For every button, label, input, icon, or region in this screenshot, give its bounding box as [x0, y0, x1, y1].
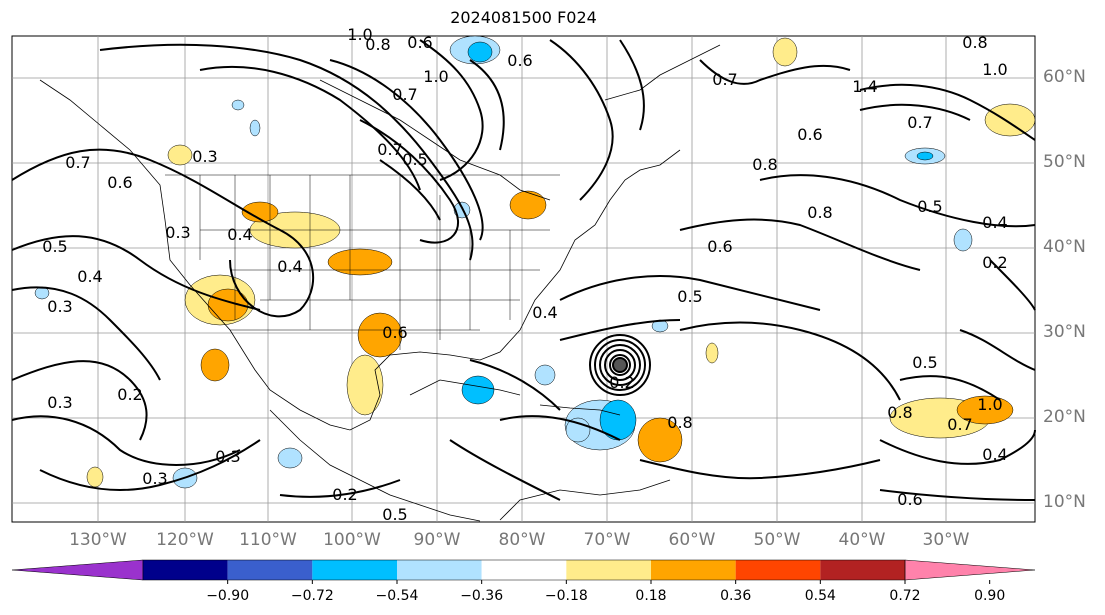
coastlines — [39, 44, 721, 522]
colorbar-tick-label: 0.90 — [974, 588, 1006, 604]
contour-label: 0.3 — [192, 147, 217, 166]
contour-label: 0.8 — [962, 33, 987, 52]
latitude-label: 30°N — [1043, 322, 1086, 342]
colorbar — [11, 559, 1036, 584]
contour-label: 0.2 — [609, 373, 634, 392]
longitude-label: 120°W — [156, 530, 214, 550]
longitude-label: 100°W — [323, 530, 381, 550]
contour-label: 1.0 — [347, 25, 372, 44]
contour-label: 0.3 — [215, 447, 240, 466]
colorbar-segment — [820, 560, 905, 580]
contour-label: 0.6 — [897, 490, 922, 509]
colorbar-tick-label: 0.36 — [720, 588, 752, 604]
contour-labels: 0.8 0.60.61.00.70.70.51.0 0.81.01.40.70.70… — [42, 25, 1007, 524]
contour-lines — [11, 39, 1036, 501]
colorbar-tick-label: 0.54 — [804, 588, 836, 604]
colorbar-tick-label: −0.18 — [544, 588, 588, 604]
contour-label: 0.8 — [365, 35, 390, 54]
longitude-label: 110°W — [239, 530, 297, 550]
longitude-label: 40°W — [838, 530, 886, 550]
longitude-label: 30°W — [922, 530, 970, 550]
colorbar-segment — [735, 560, 821, 580]
contour-label: 0.5 — [42, 237, 67, 256]
longitude-label: 130°W — [69, 530, 127, 550]
colorbar-segment — [397, 560, 482, 580]
colorbar-tick-label: −0.54 — [375, 588, 419, 604]
longitude-label: 50°W — [753, 530, 801, 550]
contour-label: 0.2 — [982, 253, 1007, 272]
cyclone-contours — [589, 334, 651, 396]
contour-label: 0.7 — [377, 140, 402, 159]
map-frame — [11, 35, 1036, 523]
contour-label: 0.4 — [982, 445, 1007, 464]
contour-label: 0.8 — [667, 413, 692, 432]
latitude-label: 20°N — [1043, 407, 1086, 427]
latitude-label: 40°N — [1043, 237, 1086, 257]
contour-label: 0.4 — [77, 267, 102, 286]
latitude-label: 10°N — [1043, 492, 1086, 512]
colorbar-outline — [142, 559, 906, 581]
contour-label: 1.4 — [852, 77, 877, 96]
contour-label: 0.6 — [407, 33, 432, 52]
contour-label: 1.0 — [423, 67, 448, 86]
colorbar-tick-label: 0.18 — [635, 588, 667, 604]
colorbar-segment — [481, 560, 567, 580]
contour-label: 0.7 — [947, 415, 972, 434]
longitude-label: 60°W — [668, 530, 716, 550]
contour-label: 0.2 — [117, 385, 142, 404]
colorbar-segment — [143, 560, 228, 580]
contour-label: 0.7 — [712, 70, 737, 89]
colorbar-extend-low — [11, 559, 144, 581]
contour-label: 0.3 — [142, 469, 167, 488]
contour-label: 0.4 — [227, 225, 252, 244]
contour-label: 0.7 — [65, 153, 90, 172]
colorbar-segment — [227, 560, 313, 580]
state-borders — [165, 174, 560, 350]
contour-label: 0.8 — [752, 155, 777, 174]
contour-label: 0.6 — [382, 323, 407, 342]
colorbar-segment — [651, 560, 736, 580]
contour-label: 0.6 — [797, 125, 822, 144]
contour-label: 0.7 — [392, 85, 417, 104]
contour-label: 0.4 — [982, 213, 1007, 232]
contour-label: 0.5 — [382, 505, 407, 524]
colorbar-segment — [566, 560, 651, 580]
colorbar-tick-label: −0.90 — [206, 588, 250, 604]
contour-label: 0.5 — [912, 353, 937, 372]
longitude-label: 90°W — [413, 530, 461, 550]
latitude-label: 50°N — [1043, 152, 1086, 172]
colorbar-tick-label: 0.72 — [889, 588, 921, 604]
longitude-label: 70°W — [583, 530, 631, 550]
colorbar-tick-label: −0.36 — [460, 588, 504, 604]
contour-label: 0.3 — [47, 393, 72, 412]
contour-label: 0.8 — [887, 403, 912, 422]
contour-label: 0.6 — [707, 237, 732, 256]
contour-label: 0.3 — [47, 297, 72, 316]
longitude-label: 80°W — [498, 530, 546, 550]
map-title: 2024081500 F024 — [450, 8, 597, 27]
colorbar-tick-label: −0.72 — [290, 588, 334, 604]
contour-label: 0.2 — [332, 485, 357, 504]
colorbar-extend-high — [904, 559, 1036, 581]
contour-label: 0.6 — [507, 51, 532, 70]
latitude-label: 60°N — [1043, 67, 1086, 87]
contour-label: 0.6 — [107, 173, 132, 192]
colorbar-segment — [312, 560, 397, 580]
contour-label: 1.0 — [977, 395, 1002, 414]
contour-label: 1.0 — [982, 60, 1007, 79]
contour-label: 0.5 — [677, 287, 702, 306]
contour-label: 0.4 — [277, 257, 302, 276]
contour-label: 0.5 — [917, 197, 942, 216]
contour-label: 0.5 — [402, 150, 427, 169]
contour-label: 0.7 — [907, 113, 932, 132]
contour-label: 0.4 — [532, 303, 557, 322]
contour-label: 0.8 — [807, 203, 832, 222]
contour-label: 0.3 — [165, 223, 190, 242]
